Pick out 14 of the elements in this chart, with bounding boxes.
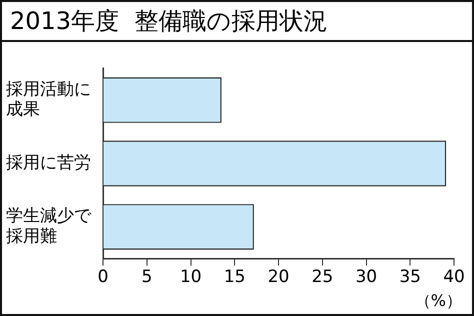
x-tick-label: 10 bbox=[180, 267, 202, 288]
chart-title: 2013年度 整備職の採用状況 bbox=[2, 2, 472, 42]
x-tick-label: 5 bbox=[141, 267, 152, 288]
x-tick-label: 40 bbox=[443, 267, 465, 288]
x-tick-label: 15 bbox=[224, 267, 246, 288]
y-tick-label: 採用活動に成果 bbox=[6, 79, 91, 120]
x-tick-label: 0 bbox=[98, 267, 108, 288]
y-tick-label: 学生減少で採用難 bbox=[6, 206, 92, 247]
x-tick-label: 35 bbox=[399, 267, 421, 288]
x-tick-label: 25 bbox=[312, 267, 334, 288]
x-axis-title: （%） bbox=[414, 291, 462, 312]
x-tick-label: 20 bbox=[268, 267, 290, 288]
y-tick-label: 採用に苦労 bbox=[6, 152, 91, 173]
x-tick-label: 30 bbox=[355, 267, 378, 288]
